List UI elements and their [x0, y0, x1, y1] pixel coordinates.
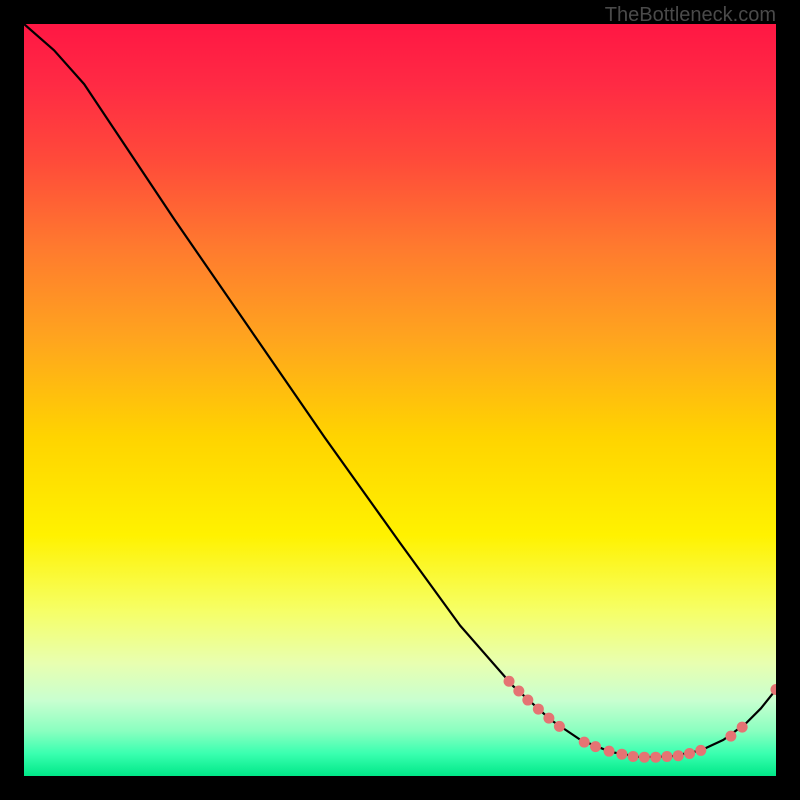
data-point-marker — [684, 748, 695, 759]
data-point-marker — [639, 752, 650, 763]
data-point-marker — [616, 749, 627, 760]
data-point-marker — [579, 737, 590, 748]
data-point-marker — [725, 731, 736, 742]
data-point-marker — [604, 746, 615, 757]
data-point-marker — [673, 750, 684, 761]
data-point-marker — [513, 686, 524, 697]
data-point-marker — [737, 722, 748, 733]
data-point-marker — [661, 751, 672, 762]
data-point-marker — [533, 704, 544, 715]
data-point-marker — [650, 752, 661, 763]
data-markers — [24, 24, 776, 776]
data-point-marker — [590, 741, 601, 752]
data-point-marker — [628, 751, 639, 762]
data-point-marker — [522, 695, 533, 706]
data-point-marker — [504, 676, 515, 687]
data-point-marker — [554, 721, 565, 732]
data-point-marker — [695, 745, 706, 756]
watermark-text: TheBottleneck.com — [605, 4, 776, 27]
chart-plot-area — [24, 24, 776, 776]
data-point-marker — [543, 713, 554, 724]
data-point-marker — [771, 684, 777, 695]
